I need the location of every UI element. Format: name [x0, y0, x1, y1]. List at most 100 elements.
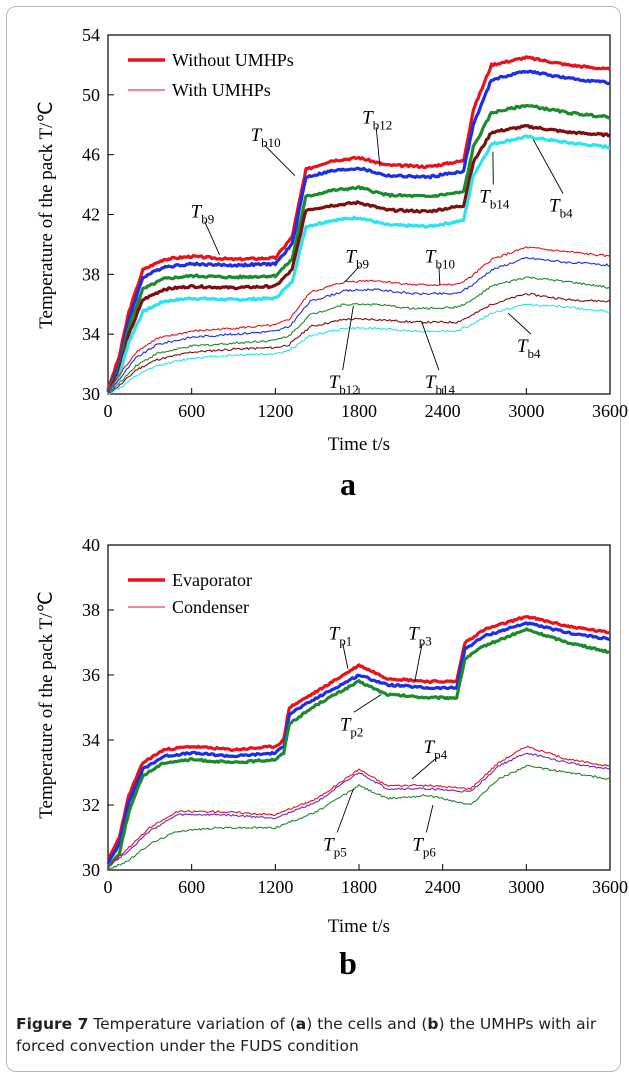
annotation-label: Tb12 — [362, 107, 392, 132]
x-tick-label: 0 — [104, 877, 113, 897]
annotation-leader — [507, 312, 532, 335]
annotation-leader — [342, 305, 354, 371]
annotation-leader — [264, 144, 296, 176]
caption-part-1: a — [295, 1015, 307, 1033]
x-axis-label-b: Time t/s — [328, 916, 390, 937]
x-tick-label: 3000 — [508, 877, 544, 897]
panel-label-a: a — [340, 466, 356, 502]
annotation-leader — [532, 139, 564, 194]
legend-label-a-1: With UMHPs — [172, 80, 271, 100]
annotation-leader — [425, 804, 434, 833]
axes-ticks-b: 0 600 1200 1800 2400 3000 3600 30 32 34 36 38 40 — [82, 535, 628, 897]
y-axis-label-a: Temperature of the pack T/℃ — [36, 101, 57, 329]
y-tick-label: 32 — [82, 795, 100, 815]
y-tick-label: 30 — [82, 384, 100, 404]
annotation-label: Tp4 — [424, 737, 448, 762]
x-tick-label: 1200 — [257, 401, 293, 421]
annotation-label: Tb9 — [345, 246, 369, 271]
y-tick-label: 46 — [82, 145, 100, 165]
legend-label-b-1: Condenser — [172, 597, 249, 617]
y-tick-label: 30 — [82, 860, 100, 880]
annotation-leader — [344, 266, 360, 283]
x-tick-label: 1200 — [257, 877, 293, 897]
x-tick-label: 600 — [178, 877, 205, 897]
annotation-leader — [375, 127, 381, 167]
series-line-a-6 — [107, 256, 611, 394]
annotation-label: Tb14 — [479, 187, 510, 212]
series-line-b-5 — [107, 764, 611, 872]
x-tick-label: 3000 — [508, 401, 544, 421]
series-line-b-0 — [106, 614, 611, 861]
series-line-b-2 — [106, 627, 611, 868]
annotation-label: Tp5 — [323, 835, 347, 860]
series-line-b-1 — [106, 621, 611, 864]
annotation-leader — [421, 322, 440, 371]
y-tick-label: 34 — [82, 730, 100, 750]
x-tick-label: 3600 — [592, 877, 628, 897]
legend-a: Without UMHPs With UMHPs — [128, 50, 294, 100]
annotation-leader — [353, 694, 382, 713]
series-line-a-8 — [108, 292, 611, 394]
y-tick-label: 38 — [82, 600, 100, 620]
series-line-a-1 — [106, 69, 611, 393]
annotations-b: Tp1 Tp3 Tp2 Tp4 Tp5 Tp6 — [323, 623, 447, 859]
series-group-a — [106, 55, 611, 396]
annotation-leader — [411, 756, 438, 780]
x-tick-label: 1800 — [341, 401, 377, 421]
figure-caption: Figure 7 Temperature variation of (a) th… — [16, 1013, 616, 1057]
legend-label-a-0: Without UMHPs — [172, 50, 294, 70]
chart-panel-b: 0 600 1200 1800 2400 3000 3600 30 32 34 36 38 40 Tp1… — [36, 535, 628, 981]
series-group-b — [106, 614, 611, 872]
x-tick-label: 1800 — [341, 877, 377, 897]
series-line-a-3 — [106, 123, 611, 393]
annotation-leader — [438, 266, 441, 285]
series-line-a-0 — [106, 55, 611, 391]
annotation-label: Tb10 — [425, 246, 455, 271]
x-tick-label: 600 — [178, 401, 205, 421]
series-line-a-4 — [106, 134, 611, 396]
series-line-b-3 — [107, 745, 611, 868]
annotation-label: Tb12 — [329, 372, 359, 397]
x-tick-label: 2400 — [425, 401, 461, 421]
y-tick-label: 40 — [82, 535, 100, 555]
y-tick-label: 34 — [82, 324, 100, 344]
series-line-a-2 — [106, 103, 611, 392]
y-tick-label: 38 — [82, 264, 100, 284]
annotation-label: Tb4 — [549, 196, 573, 221]
annotation-leader — [336, 788, 354, 833]
annotation-label: Tb10 — [251, 125, 281, 150]
annotation-label: Tp2 — [340, 714, 364, 739]
caption-part-0: Temperature variation of ( — [88, 1015, 296, 1033]
annotations-a: Tb9 Tb10 Tb12 Tb14 Tb4 Tb9 Tb10 Tb12 Tb14 Tb4 — [191, 107, 573, 397]
annotation-leader — [414, 643, 423, 682]
series-line-a-7 — [107, 276, 611, 396]
x-axis-label-a: Time t/s — [328, 434, 390, 455]
annotation-label: Tp3 — [408, 623, 432, 648]
y-tick-label: 42 — [82, 205, 100, 225]
legend-label-b-0: Evaporator — [172, 570, 252, 590]
annotation-leader — [204, 221, 220, 256]
series-line-a-5 — [107, 246, 611, 392]
plot-area-b — [107, 544, 611, 871]
x-tick-label: 3600 — [592, 401, 628, 421]
annotation-label: Tb14 — [425, 372, 456, 397]
annotation-leader — [342, 643, 349, 669]
chart-panel-a: 0 600 1200 1800 2400 3000 3600 30 34 38 42 46 50 54 T… — [36, 25, 628, 502]
caption-label: Figure 7 — [16, 1015, 89, 1033]
axes-ticks-a: 0 600 1200 1800 2400 3000 3600 30 34 38 42 46 50 54 — [82, 25, 628, 421]
caption-part-2: ) the cells and ( — [306, 1015, 428, 1033]
series-line-b-4 — [107, 752, 611, 868]
y-tick-label: 50 — [82, 85, 100, 105]
panel-label-b: b — [339, 945, 357, 981]
annotation-label: Tp1 — [329, 623, 353, 648]
annotation-label: Tb9 — [191, 201, 215, 226]
y-tick-label: 36 — [82, 665, 100, 685]
y-tick-label: 54 — [82, 25, 100, 45]
caption-part-3: b — [427, 1015, 439, 1033]
legend-b: Evaporator Condenser — [128, 570, 252, 617]
x-tick-label: 0 — [104, 401, 113, 421]
annotation-label: Tb4 — [517, 336, 541, 361]
annotation-label: Tp6 — [412, 835, 436, 860]
y-axis-label-b: Temperature of the pack T/℃ — [36, 591, 57, 819]
